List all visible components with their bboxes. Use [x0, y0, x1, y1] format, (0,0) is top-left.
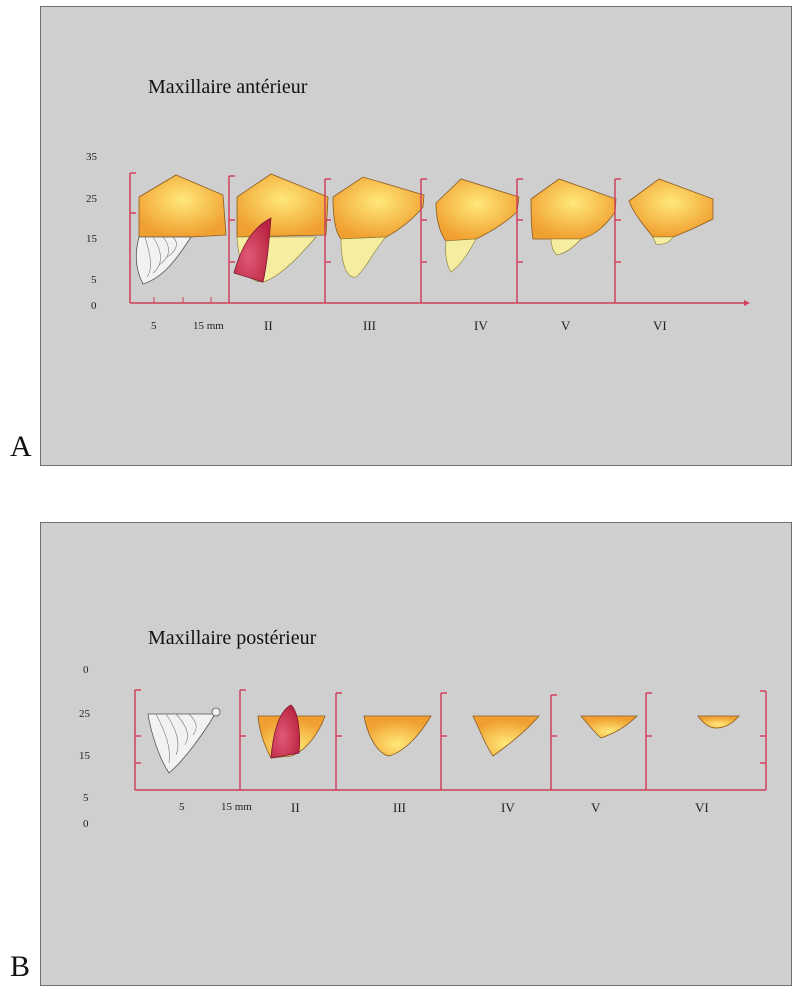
y-tick-15: 15	[79, 750, 91, 762]
stage-label-v: V	[561, 318, 571, 333]
stage-5	[550, 694, 638, 790]
y-tick-35: 35	[86, 151, 98, 163]
stage-2	[228, 173, 329, 303]
diagram-posterior: Maxillaire postérieur 0 25 15 5 0 5 15 m…	[79, 627, 767, 830]
stage-1	[129, 172, 227, 303]
y-tick-25: 25	[86, 193, 98, 205]
panel-title: Maxillaire antérieur	[148, 76, 308, 98]
stage-label-iii: III	[393, 800, 406, 815]
x-tick-15mm: 15 mm	[193, 320, 224, 332]
stage-label-iv: IV	[474, 318, 488, 333]
y-tick-0: 0	[91, 300, 97, 312]
stage-1	[134, 689, 221, 790]
stage-label-vi: VI	[653, 318, 667, 333]
stage-5	[516, 178, 617, 303]
panel-title: Maxillaire postérieur	[148, 627, 317, 649]
stage-4	[420, 178, 520, 303]
stage-label-v: V	[591, 800, 601, 815]
y-tick-25: 25	[79, 708, 91, 720]
stage-4	[440, 692, 540, 790]
y-tick-5: 5	[91, 274, 97, 286]
stage-2	[239, 689, 326, 790]
stage-label-iv: IV	[501, 800, 515, 815]
panel-b: Maxillaire postérieur 0 25 15 5 0 5 15 m…	[40, 522, 792, 986]
x-tick-5: 5	[179, 801, 185, 813]
stage-label-ii: II	[264, 318, 273, 333]
stage-6	[614, 178, 714, 303]
panel-a: Maxillaire antérieur 35 25 15 5 0 5 15 m…	[40, 6, 792, 466]
stage-6	[645, 690, 767, 790]
x-tick-15mm: 15 mm	[221, 801, 252, 813]
stage-3	[324, 176, 425, 303]
panel-letter-a: A	[10, 430, 32, 463]
y-tick-5: 5	[83, 792, 89, 804]
panel-letter-b: B	[10, 950, 31, 983]
diagram-anterior: Maxillaire antérieur 35 25 15 5 0 5 15 m…	[86, 76, 750, 333]
stage-label-ii: II	[291, 800, 300, 815]
y-tick-15: 15	[86, 233, 98, 245]
stage-label-iii: III	[363, 318, 376, 333]
y-tick-0-bottom: 0	[83, 818, 89, 830]
axis-arrow	[744, 300, 750, 306]
stage-3	[335, 692, 432, 790]
x-tick-5: 5	[151, 320, 157, 332]
stage-label-vi: VI	[695, 800, 709, 815]
y-tick-0-top: 0	[83, 664, 89, 676]
